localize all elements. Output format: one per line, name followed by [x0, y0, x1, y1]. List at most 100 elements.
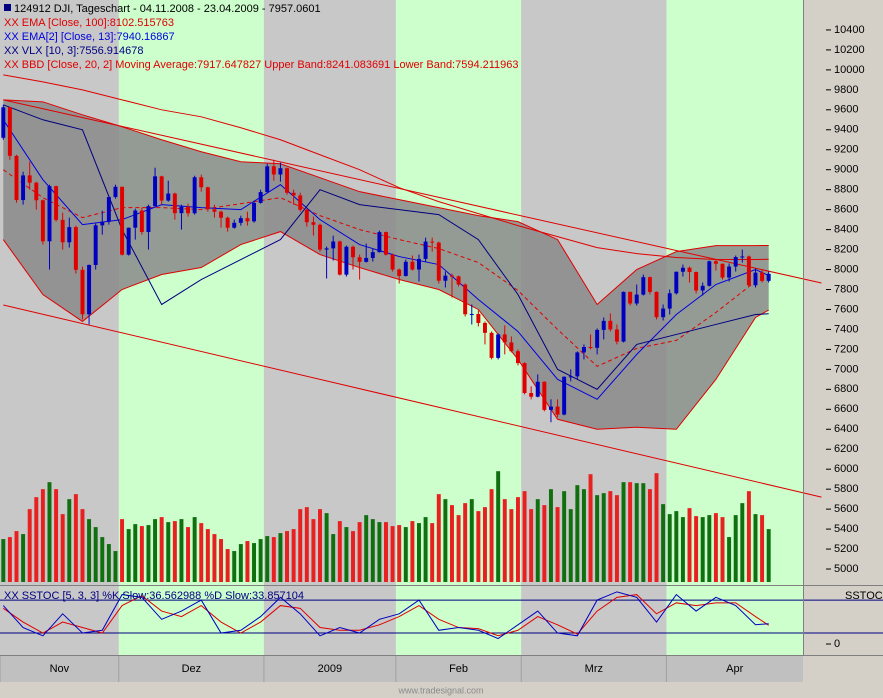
candle-body: [509, 342, 514, 352]
candle-body: [60, 219, 65, 243]
x-tick-label: Feb: [449, 663, 468, 675]
candle-body: [403, 261, 408, 276]
volume-bar: [760, 515, 765, 582]
volume-bar: [126, 529, 131, 582]
candle-body: [166, 193, 171, 201]
candle-body: [337, 241, 342, 275]
candle-body: [364, 257, 369, 262]
volume-bar: [588, 474, 593, 582]
volume-bar: [529, 509, 534, 582]
candle-body: [397, 269, 402, 276]
volume-bar: [186, 527, 191, 582]
volume-bar: [608, 491, 613, 582]
volume-bar: [351, 531, 355, 582]
volume-bar: [489, 489, 494, 582]
volume-bar: [47, 482, 52, 582]
chart-title: 124912 DJI, Tageschart - 04.11.2008 - 23…: [14, 3, 321, 15]
candle-body: [443, 275, 448, 281]
legend-entry: XX VLX [10, 3]:7556.914678: [4, 45, 143, 57]
candle-body: [186, 206, 191, 214]
volume-bar: [713, 513, 718, 582]
candle-body: [529, 393, 534, 397]
candle-body: [205, 187, 210, 210]
candle-body: [212, 209, 217, 212]
volume-bar: [232, 551, 237, 582]
volume-bar: [436, 494, 441, 582]
candle-body: [502, 334, 507, 343]
volume-bar: [430, 523, 435, 582]
volume-bar: [423, 517, 428, 582]
volume-bar: [364, 515, 369, 582]
candle-body: [654, 291, 659, 318]
volume-bar: [390, 526, 395, 582]
candle-body: [713, 261, 718, 264]
y-tick-label: 6000: [834, 463, 858, 475]
volume-bar: [120, 519, 125, 582]
y-tick-label: 5600: [834, 503, 858, 515]
candle-body: [661, 308, 666, 318]
candle-body: [47, 186, 52, 242]
volume-bar: [403, 527, 408, 582]
volume-bar: [27, 509, 32, 582]
volume-bar: [496, 471, 501, 582]
y-tick-label: 9200: [834, 144, 858, 156]
candle-body: [753, 272, 758, 286]
candle-body: [456, 276, 461, 285]
candle-body: [562, 376, 567, 415]
volume-bar: [179, 519, 184, 582]
volume-bar: [661, 504, 666, 582]
y-tick-label: 10000: [834, 64, 865, 76]
footer: www.tradesignal.com: [397, 685, 483, 695]
candle-body: [542, 381, 547, 410]
candle-body: [93, 225, 98, 265]
candle-body: [113, 186, 118, 198]
stochastic-axis-label: SSTOC: [845, 590, 883, 602]
y-tick-label: 9800: [834, 84, 858, 96]
candle-body: [687, 267, 692, 273]
candle-body: [766, 273, 771, 281]
volume-bar: [1, 539, 6, 582]
volume-bar: [192, 517, 197, 582]
candle-body: [370, 252, 375, 258]
candle-body: [298, 195, 303, 210]
volume-bar: [515, 497, 520, 582]
legend: 124912 DJI, Tageschart - 04.11.2008 - 23…: [4, 3, 883, 695]
candle-body: [179, 206, 184, 214]
candle-body: [318, 224, 322, 250]
month-band: [263, 0, 396, 655]
y-tick-label: 9400: [834, 124, 858, 136]
candle-body: [694, 272, 699, 291]
candle-body: [482, 322, 487, 333]
indicator-line: [3, 74, 769, 261]
volume-bar: [212, 534, 217, 582]
x-tick-label: Nov: [50, 663, 70, 675]
volume-bar: [73, 494, 78, 582]
volume-bar: [548, 489, 553, 582]
volume-bar: [674, 511, 679, 582]
candle-body: [192, 177, 197, 214]
volume-bar: [601, 493, 606, 582]
candle-body: [344, 246, 349, 275]
y-tick-label: 5400: [834, 523, 858, 535]
volume-bar: [522, 491, 527, 582]
volume-bar: [641, 483, 646, 582]
candle-body: [238, 218, 243, 223]
stochastic-d: [3, 594, 769, 637]
volume-bar: [654, 473, 659, 582]
volume-bar: [87, 519, 92, 582]
candle-body: [476, 313, 481, 323]
volume-bar: [357, 522, 362, 582]
volume-bar: [634, 483, 639, 582]
candle-body: [436, 242, 441, 281]
volume-bar: [595, 495, 600, 582]
y-tick-label: 8000: [834, 263, 858, 275]
y-tick-label: 8400: [834, 224, 858, 236]
candle-body: [331, 241, 336, 249]
candle-body: [271, 166, 276, 175]
volume-bar: [482, 507, 487, 582]
volume-bar: [7, 537, 12, 582]
volume-bar: [159, 517, 164, 582]
volume-bar: [628, 482, 633, 582]
trend-line: [3, 304, 822, 498]
